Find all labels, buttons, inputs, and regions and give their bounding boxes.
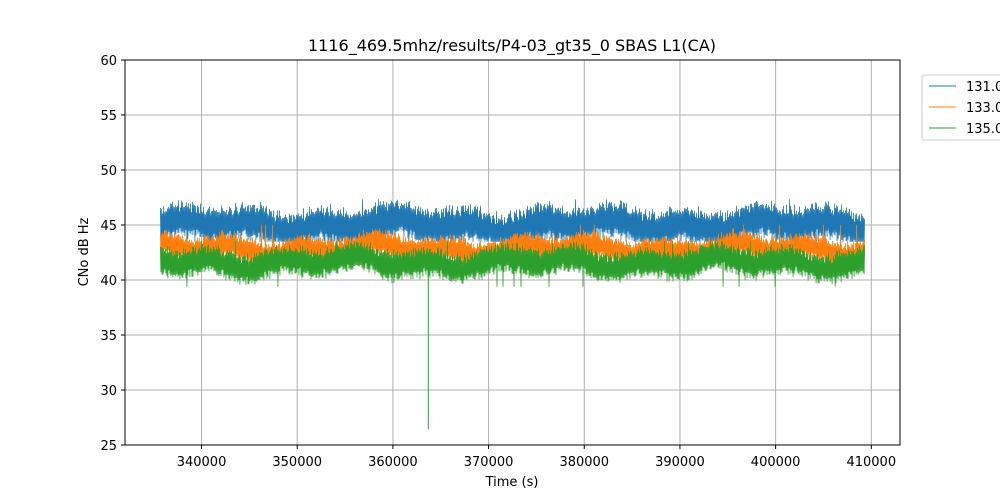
- x-tick-label: 380000: [559, 455, 609, 470]
- legend-label: 133.0: [966, 101, 1000, 116]
- y-tick-label: 50: [100, 164, 117, 179]
- axis-ticks: 340000 350000 360000 370000 380000 390000 4000…: [100, 54, 896, 470]
- y-tick-label: 45: [100, 219, 117, 234]
- y-tick-label: 40: [100, 274, 117, 289]
- y-tick-label: 25: [100, 439, 117, 454]
- legend: 131.0 133.0 135.0: [921, 74, 1000, 141]
- x-tick-label: 360000: [368, 455, 418, 470]
- x-axis-label: Time (s): [485, 475, 539, 490]
- x-tick-label: 340000: [177, 455, 227, 470]
- series-layer: [160, 199, 865, 430]
- series-line-135.0: [160, 241, 865, 287]
- y-tick-label: 35: [100, 329, 117, 344]
- y-tick-label: 30: [100, 384, 117, 399]
- legend-label: 135.0: [966, 122, 1000, 137]
- legend-label: 131.0: [966, 80, 1000, 95]
- y-tick-label: 55: [100, 109, 117, 124]
- y-axis-label: CNo dB Hz: [77, 217, 92, 286]
- legend-box: [921, 74, 1000, 141]
- x-tick-label: 350000: [272, 455, 322, 470]
- x-tick-label: 410000: [846, 455, 896, 470]
- plot-frame: [124, 59, 901, 446]
- series-line-131.0: [160, 199, 865, 242]
- x-tick-label: 370000: [464, 455, 514, 470]
- chart-title: 1116_469.5mhz/results/P4-03_gt35_0 SBAS …: [308, 36, 716, 56]
- y-tick-label: 60: [100, 54, 117, 69]
- x-tick-label: 400000: [751, 455, 801, 470]
- x-tick-label: 390000: [655, 455, 705, 470]
